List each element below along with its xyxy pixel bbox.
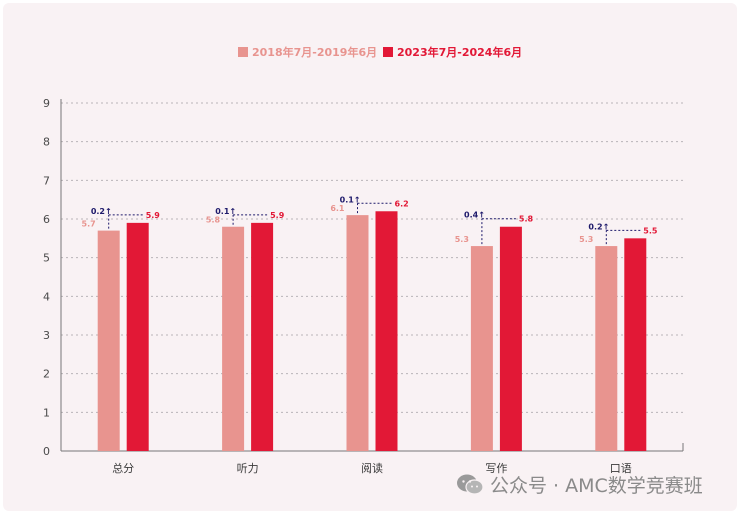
y-tick-label: 9 [43,97,50,110]
bar-1 [346,215,369,451]
diff-label: 0.2↑ [91,207,112,216]
value-label-series-2: 5.5 [643,226,658,235]
y-tick-label: 3 [43,329,50,342]
legend-label-1: 2018年7月-2019年6月 [252,45,377,59]
diff-label: 0.2↑ [588,222,609,231]
y-tick-label: 4 [43,290,50,303]
legend-label-2: 2023年7月-2024年6月 [397,45,522,59]
y-tick-label: 7 [43,174,50,187]
legend-swatch-1 [238,47,248,57]
x-category-label: 总分 [112,461,134,475]
bar-2 [375,211,398,451]
y-tick-label: 1 [43,406,50,419]
value-label-series-1: 5.7 [82,220,96,229]
value-label-series-1: 5.3 [579,235,593,244]
bar-2 [624,238,647,451]
watermark: 公众号 · AMC数学竞赛班 [456,471,703,498]
bar-1 [97,230,120,451]
y-tick-label: 6 [43,213,50,226]
diff-label: 0.1↑ [340,195,361,204]
value-label-series-2: 5.8 [519,215,534,224]
diff-label: 0.1↑ [215,207,236,216]
value-label-series-1: 6.1 [330,204,345,213]
y-tick-label: 0 [43,445,50,458]
x-category-label: 听力 [237,462,259,475]
y-tick-label: 2 [43,368,50,381]
value-label-series-1: 5.8 [206,216,221,225]
x-category-label: 口语 [610,462,632,475]
x-category-label: 阅读 [361,461,383,475]
bar-1 [595,246,618,451]
y-tick-label: 5 [43,252,50,265]
bar-2 [499,226,522,451]
value-label-series-2: 6.2 [395,199,409,208]
value-label-series-1: 5.3 [455,235,469,244]
bar-2 [126,222,149,451]
legend-swatch-2 [383,47,393,57]
watermark-text: 公众号 · AMC数学竞赛班 [490,475,703,497]
bar-1 [222,226,245,451]
value-label-series-2: 5.9 [270,211,285,220]
y-tick-label: 8 [43,136,50,149]
diff-label: 0.4↑ [464,211,485,220]
x-category-label: 写作 [485,462,507,475]
value-label-series-2: 5.9 [146,211,161,220]
bar-1 [470,246,493,451]
wechat-icon [457,474,484,495]
bar-2 [251,222,274,451]
